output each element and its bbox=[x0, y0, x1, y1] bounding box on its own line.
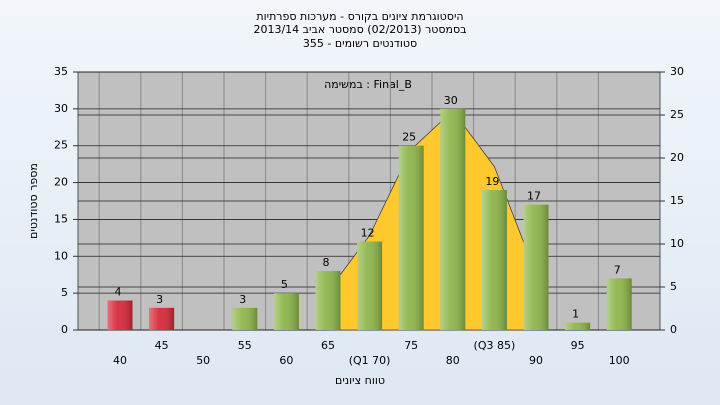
y-tick-label: 20 bbox=[54, 176, 68, 189]
x-tick-label: 45 bbox=[155, 339, 169, 352]
data-label: 7 bbox=[614, 263, 621, 276]
title-line: סטודנטים רשומים - 355 bbox=[303, 37, 417, 50]
bar-shade bbox=[523, 204, 549, 330]
x-tick-label: 55 bbox=[238, 339, 252, 352]
bar-shade bbox=[606, 278, 632, 330]
bar-shade bbox=[398, 145, 424, 330]
bar-shade bbox=[273, 293, 299, 330]
y-tick-label: 0 bbox=[61, 323, 68, 336]
bar-shade bbox=[440, 108, 466, 330]
x-tick-label: 95 bbox=[571, 339, 585, 352]
data-label: 17 bbox=[527, 190, 541, 203]
data-label: 1 bbox=[572, 308, 579, 321]
x-tick-label: 90 bbox=[529, 354, 543, 367]
title-line: היסטוגרמת ציונים בקורס - מערכות ספרתיות bbox=[256, 10, 463, 23]
bar-shade bbox=[357, 241, 383, 330]
data-label: 25 bbox=[402, 131, 416, 144]
x-tick-label: 80 bbox=[446, 354, 460, 367]
y2-tick-label: 25 bbox=[670, 108, 684, 121]
y-tick-label: 35 bbox=[54, 65, 68, 78]
data-label: 30 bbox=[444, 94, 458, 107]
data-label: 12 bbox=[361, 227, 375, 240]
data-label: 4 bbox=[115, 286, 122, 299]
title-line: בסמסטר (02/2013) סמסטר אביב 2013/14 bbox=[253, 23, 466, 36]
y2-tick-label: 5 bbox=[670, 280, 677, 293]
x-tick-label: 40 bbox=[113, 354, 127, 367]
data-label: 5 bbox=[281, 278, 288, 291]
y-tick-label: 15 bbox=[54, 212, 68, 225]
data-label: 19 bbox=[485, 175, 499, 188]
y-tick-label: 25 bbox=[54, 139, 68, 152]
y-axis-label: מספר סטודנטים bbox=[27, 163, 40, 239]
data-label: 3 bbox=[156, 293, 163, 306]
y2-tick-label: 0 bbox=[670, 323, 677, 336]
y2-tick-label: 15 bbox=[670, 194, 684, 207]
y2-tick-label: 20 bbox=[670, 151, 684, 164]
y-tick-label: 10 bbox=[54, 249, 68, 262]
bar-shade bbox=[149, 307, 175, 330]
bar-shade bbox=[481, 189, 507, 330]
bar-shade bbox=[107, 300, 133, 330]
x-tick-label: (Q1 70) bbox=[349, 354, 391, 367]
x-tick-label: 75 bbox=[404, 339, 418, 352]
y2-tick-label: 30 bbox=[670, 65, 684, 78]
x-tick-label: 60 bbox=[279, 354, 293, 367]
data-label: 8 bbox=[323, 256, 330, 269]
y2-tick-label: 10 bbox=[670, 237, 684, 250]
x-axis-label: טווח ציונים bbox=[335, 374, 385, 387]
annotation: במשימה : Final_B bbox=[324, 78, 412, 91]
x-tick-label: 50 bbox=[196, 354, 210, 367]
x-tick-label: 100 bbox=[609, 354, 630, 367]
bar-shade bbox=[565, 322, 591, 330]
bar-shade bbox=[232, 307, 258, 330]
data-label: 3 bbox=[239, 293, 246, 306]
bar-shade bbox=[315, 271, 341, 330]
y-tick-label: 30 bbox=[54, 102, 68, 115]
x-tick-label: 65 bbox=[321, 339, 335, 352]
y-tick-label: 5 bbox=[61, 286, 68, 299]
x-tick-label: (Q3 85) bbox=[474, 339, 516, 352]
